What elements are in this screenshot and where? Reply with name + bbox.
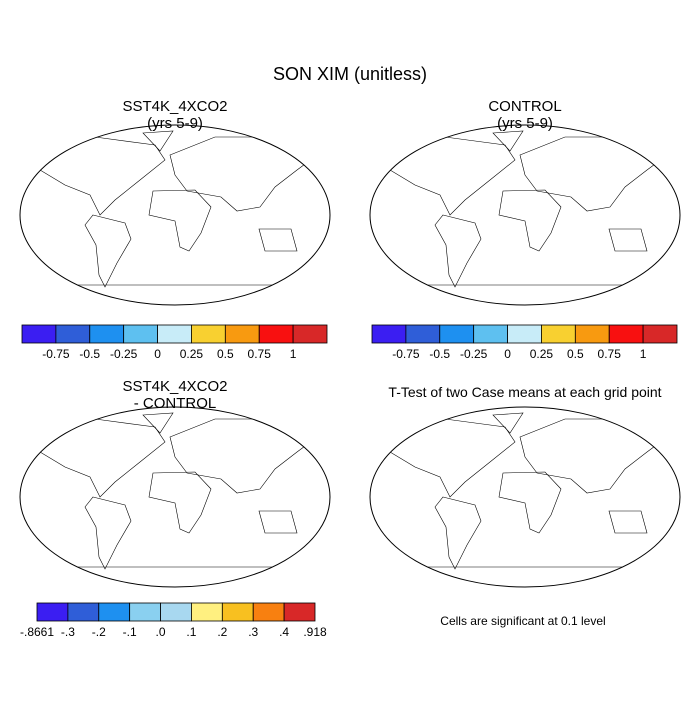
map xyxy=(19,406,331,588)
colorbar-box xyxy=(574,324,610,344)
colorbar-box xyxy=(405,324,441,344)
colorbar-box xyxy=(507,324,542,344)
colorbar-box xyxy=(224,324,260,344)
colorbar-box xyxy=(129,602,161,622)
colorbar-box xyxy=(98,602,131,622)
colorbar-box xyxy=(371,324,407,344)
colorbar-label: -0.75 xyxy=(42,347,70,361)
colorbar-box xyxy=(473,324,508,344)
colorbar-label: .3 xyxy=(248,625,258,639)
colorbar-label: 0.75 xyxy=(248,347,272,361)
colorbar-box xyxy=(191,602,223,622)
panel-title: SST4K_4XCO2 xyxy=(122,378,227,395)
colorbar-label: 1 xyxy=(640,347,647,361)
panel-subtitle: (yrs 5-9) xyxy=(497,115,553,132)
panel-title: T-Test of two Case means at each grid po… xyxy=(388,384,661,400)
colorbar-box xyxy=(191,324,226,344)
colorbars: -0.75 -0.5 -0.25 0 0.25 0.5 0.75 1 -0.75 -0.5 -0.2… xyxy=(20,324,678,639)
colorbar-label: 0.75 xyxy=(598,347,622,361)
colorbar-label: .0 xyxy=(156,625,166,639)
colorbar-label: .918 xyxy=(303,625,327,639)
panel-subtitle: (yrs 5-9) xyxy=(147,115,203,132)
colorbar-label: -0.25 xyxy=(110,347,138,361)
colorbar-label: 0.5 xyxy=(567,347,584,361)
colorbar-label: -0.5 xyxy=(79,347,100,361)
panel-subtitle: - CONTROL xyxy=(134,395,217,412)
panel-title: SST4K_4XCO2 xyxy=(122,98,227,115)
colorbar-label: -0.25 xyxy=(460,347,488,361)
colorbar-box xyxy=(252,602,285,622)
colorbar-box xyxy=(89,324,125,344)
colorbar-label: .1 xyxy=(186,625,196,639)
figure-title: SON XIM (unitless) xyxy=(273,64,427,84)
colorbar-box xyxy=(221,602,254,622)
colorbar-box xyxy=(67,602,100,622)
map xyxy=(369,406,681,588)
colorbar-box xyxy=(123,324,158,344)
colorbar-box xyxy=(160,602,192,622)
colorbar-box xyxy=(283,602,316,622)
panel-title: CONTROL xyxy=(488,98,561,115)
colorbar-label: 0.25 xyxy=(530,347,554,361)
colorbar-box xyxy=(541,324,576,344)
colorbar-box xyxy=(642,324,678,344)
colorbar-label: -.3 xyxy=(61,625,75,639)
map xyxy=(19,124,331,306)
colorbar-label: -0.75 xyxy=(392,347,420,361)
colorbar-box xyxy=(439,324,475,344)
colorbar-box xyxy=(608,324,644,344)
colorbar-box xyxy=(55,324,91,344)
map xyxy=(369,124,681,306)
colorbar-label: 1 xyxy=(290,347,297,361)
colorbar-label: -.2 xyxy=(92,625,106,639)
colorbar-label: 0 xyxy=(504,347,511,361)
colorbar-label: -0.5 xyxy=(429,347,450,361)
colorbar-box xyxy=(36,602,69,622)
colorbar-label: .4 xyxy=(279,625,289,639)
colorbar-label: -.1 xyxy=(123,625,137,639)
colorbar-box xyxy=(292,324,328,344)
colorbar-box xyxy=(258,324,294,344)
footnote: Cells are significant at 0.1 level xyxy=(440,614,605,628)
colorbar-box xyxy=(157,324,192,344)
colorbar-label: 0.25 xyxy=(180,347,204,361)
colorbar-label: 0 xyxy=(154,347,161,361)
colorbar-box xyxy=(21,324,57,344)
colorbar-label: 0.5 xyxy=(217,347,234,361)
colorbar-label: .2 xyxy=(217,625,227,639)
colorbar-label: -.8661 xyxy=(20,625,54,639)
